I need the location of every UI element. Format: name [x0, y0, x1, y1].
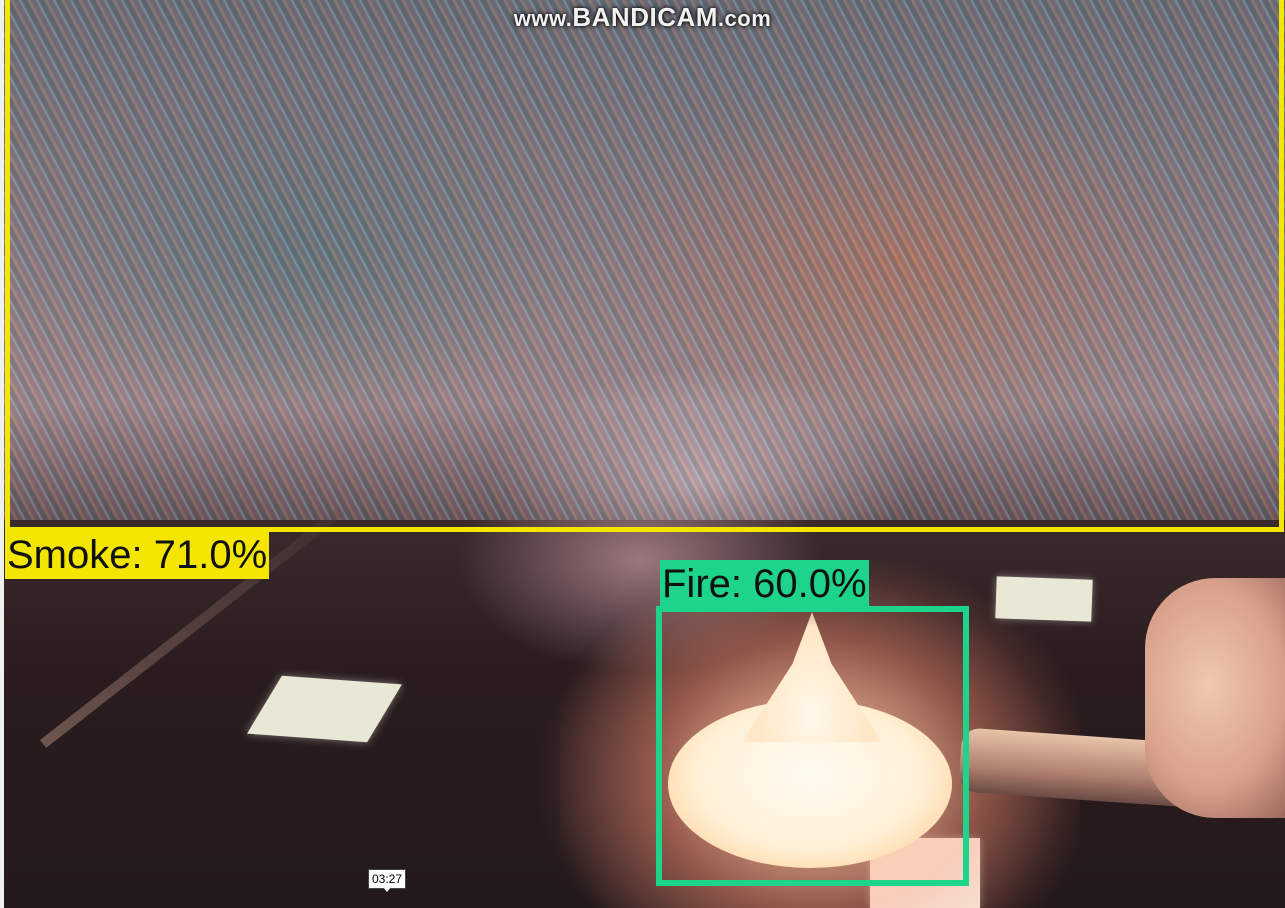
window-edge — [0, 0, 4, 908]
fire-detection-label: Fire: 60.0% — [660, 560, 869, 608]
watermark-suffix: .com — [717, 6, 772, 31]
timestamp-tooltip: 03:27 — [368, 869, 407, 889]
tooltip-pointer — [383, 887, 391, 892]
smoke-detection-label: Smoke: 71.0% — [5, 531, 270, 579]
hand — [1145, 578, 1285, 818]
bandicam-watermark: www.BANDICAM.com — [0, 2, 1285, 33]
fabric-background — [0, 0, 1285, 540]
smoke-detection-box — [5, 0, 1284, 532]
fire-detection-box — [656, 606, 969, 886]
watermark-prefix: www. — [513, 6, 573, 31]
watermark-brand: BANDICAM — [572, 2, 718, 32]
